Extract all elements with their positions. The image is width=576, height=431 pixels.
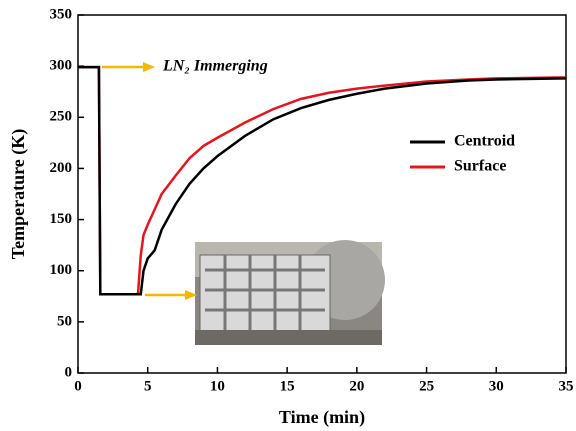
y-tick-label: 250 [50, 109, 73, 125]
x-axis-label: Time (min) [279, 407, 365, 428]
legend-label: Centroid [454, 133, 515, 150]
y-tick-label: 350 [50, 6, 73, 22]
x-tick-label: 15 [280, 378, 295, 394]
series-line [78, 65, 567, 296]
plot-frame [77, 14, 567, 374]
x-tick-label: 10 [210, 378, 225, 394]
annotation: LN₂ Immerging [162, 58, 268, 75]
x-tick-label: 30 [489, 378, 504, 394]
inset-photo [195, 240, 385, 345]
x-tick-label: 0 [74, 378, 82, 394]
y-tick-label: 0 [65, 364, 73, 380]
series-line [78, 65, 567, 296]
y-tick-label: 50 [57, 313, 72, 329]
x-tick-label: 20 [349, 378, 364, 394]
x-tick-label: 25 [419, 378, 434, 394]
y-axis-label: Temperature (K) [8, 129, 29, 259]
legend-label: Surface [454, 158, 506, 175]
annotation-arrows [102, 62, 197, 300]
y-tick-label: 300 [50, 58, 73, 74]
x-tick-label: 35 [559, 378, 574, 394]
y-tick-label: 200 [50, 160, 73, 176]
x-tick-label: 5 [144, 378, 152, 394]
y-tick-label: 100 [50, 262, 73, 278]
y-tick-label: 150 [50, 211, 73, 227]
